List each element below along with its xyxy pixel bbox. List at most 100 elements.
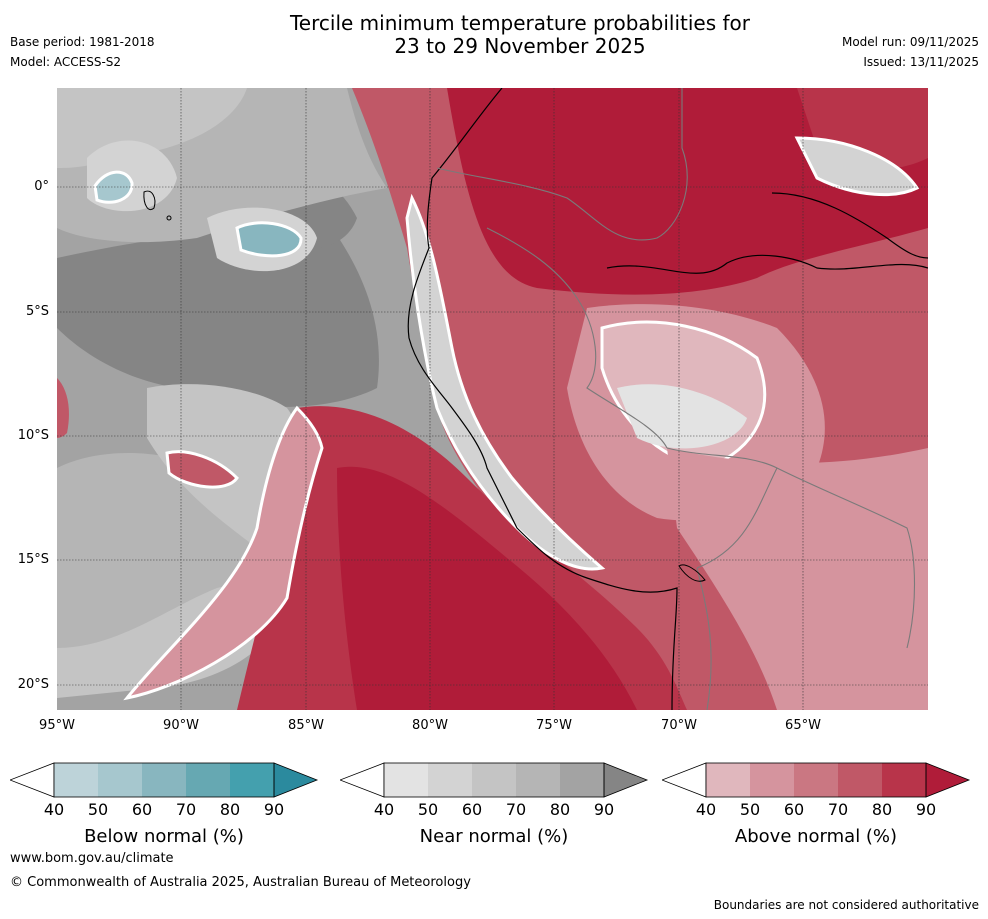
legend-below-tick: 90 — [263, 800, 285, 819]
coastline — [407, 88, 678, 710]
legend-above-arrow-low — [662, 762, 707, 798]
legend-near-tick: 90 — [593, 800, 615, 819]
national-boundaries — [436, 88, 916, 710]
footer-url: www.bom.gov.au/climate — [10, 851, 174, 866]
legend-below-title: Below normal (%) — [84, 826, 244, 847]
footer-copyright: © Commonwealth of Australia 2025, Austra… — [10, 875, 471, 890]
border-ecuador-peru — [486, 227, 668, 449]
lon-label-95w: 95°W — [39, 718, 75, 733]
legend-below-swatch-80 — [230, 763, 274, 797]
lon-label-80w: 80°W — [412, 718, 448, 733]
border-peru-bolivia-brazil — [666, 447, 916, 649]
legend-above-normal-bar — [662, 762, 971, 798]
legend-above-swatch-60 — [794, 763, 838, 797]
amazon-river — [606, 254, 928, 274]
legend-near-title: Near normal (%) — [419, 826, 569, 847]
legend-near-swatch-50 — [428, 763, 472, 797]
legend-below-normal-bar — [10, 762, 319, 798]
legend-near-swatch-60 — [472, 763, 516, 797]
legend-below-tick: 70 — [175, 800, 197, 819]
near-normal-coastal-strip — [405, 193, 606, 571]
above-normal-50-offshore-edge — [123, 405, 324, 701]
legend-near-tick: 40 — [373, 800, 395, 819]
lat-label-0: 0° — [34, 179, 49, 194]
legend-above-tick: 40 — [695, 800, 717, 819]
legend-above-swatch-40 — [706, 763, 750, 797]
legend-near-swatch-80 — [560, 763, 604, 797]
legend-near-arrow-low — [340, 762, 385, 798]
map-canvas — [57, 88, 928, 710]
legend-below-swatch-70 — [186, 763, 230, 797]
legend-near-swatch-40 — [384, 763, 428, 797]
legend-above-tick: 60 — [783, 800, 805, 819]
legend-below-tick: 40 — [43, 800, 65, 819]
above-normal-50-east — [667, 448, 928, 710]
legend-below-tick: 80 — [219, 800, 241, 819]
lon-label-70w: 70°W — [661, 718, 697, 733]
lon-label-85w: 85°W — [288, 718, 324, 733]
lake-titicaca — [678, 564, 706, 582]
legend-above-tick: 80 — [871, 800, 893, 819]
above-normal-patch-west — [165, 450, 239, 489]
legend-above-arrow-high — [925, 762, 971, 798]
legend-near-swatch-70 — [516, 763, 560, 797]
lon-label-90w: 90°W — [163, 718, 199, 733]
legend-above-ticks: 40 50 60 70 80 90 — [662, 800, 982, 820]
border-ecuador-colombia — [436, 88, 688, 241]
near-normal-amazon-patch — [617, 384, 747, 449]
above-normal-90-offshore — [337, 466, 637, 710]
legend-above-swatch-80 — [882, 763, 926, 797]
legend-below-swatch-40 — [54, 763, 98, 797]
legend-below-tick: 50 — [87, 800, 109, 819]
footer-note: Boundaries are not considered authoritat… — [713, 898, 979, 912]
legend-below-ticks: 40 50 60 70 80 90 — [10, 800, 330, 820]
lat-label-15s: 15°S — [17, 552, 49, 567]
lat-label-5s: 5°S — [25, 304, 49, 319]
legend-near-normal-bar — [340, 762, 649, 798]
rio-negro — [771, 192, 928, 259]
near-normal-ne-patch — [794, 136, 920, 196]
legend-below-frame — [53, 762, 275, 798]
legend-near-ticks: 40 50 60 70 80 90 — [340, 800, 660, 820]
border-bolivia-chile — [696, 567, 712, 710]
legend-above-frame — [705, 762, 927, 798]
base-period: Base period: 1981-2018 — [10, 35, 155, 49]
model-run: Model run: 09/11/2025 — [841, 35, 979, 49]
lon-label-75w: 75°W — [536, 718, 572, 733]
lon-label-65w: 65°W — [785, 718, 821, 733]
legend-above-swatch-50 — [750, 763, 794, 797]
legend-above-tick: 50 — [739, 800, 761, 819]
chart-title: Tercile minimum temperature probabilitie… — [0, 12, 988, 58]
issued-date: Issued: 13/11/2025 — [863, 55, 979, 69]
legend-below-arrow-high — [273, 762, 319, 798]
legend-below-tick: 60 — [131, 800, 153, 819]
legend-above-tick: 90 — [915, 800, 937, 819]
legend-near-tick: 70 — [505, 800, 527, 819]
title-line-2: 23 to 29 November 2025 — [394, 34, 646, 58]
legend-above-title: Above normal (%) — [734, 826, 898, 847]
title-line-1: Tercile minimum temperature probabilitie… — [289, 11, 751, 35]
legend-near-frame — [383, 762, 605, 798]
legend-below-swatch-50 — [98, 763, 142, 797]
galapagos-islands — [143, 190, 156, 211]
galapagos-islet — [166, 215, 172, 221]
border-peru-bolivia — [696, 467, 778, 569]
legend-near-tick: 50 — [417, 800, 439, 819]
graticule — [57, 88, 928, 710]
legend-near-tick: 80 — [549, 800, 571, 819]
legend-below-swatch-60 — [142, 763, 186, 797]
legend-near-tick: 60 — [461, 800, 483, 819]
model-name: Model: ACCESS-S2 — [10, 55, 122, 69]
lat-label-20s: 20°S — [17, 677, 49, 692]
below-normal-galapagos — [93, 170, 134, 204]
meta-right: Model run: 09/11/2025 Issued: 13/11/2025 — [842, 32, 979, 72]
lat-label-10s: 10°S — [17, 428, 49, 443]
legend-near-arrow-high — [603, 762, 649, 798]
probability-map — [57, 88, 928, 710]
legend-above-swatch-70 — [838, 763, 882, 797]
below-normal-patch-west — [235, 221, 303, 258]
meta-left: Base period: 1981-2018 Model: ACCESS-S2 — [10, 32, 155, 72]
legend-above-tick: 70 — [827, 800, 849, 819]
above-normal-west-edge — [57, 378, 69, 438]
legend-below-arrow-low — [10, 762, 55, 798]
